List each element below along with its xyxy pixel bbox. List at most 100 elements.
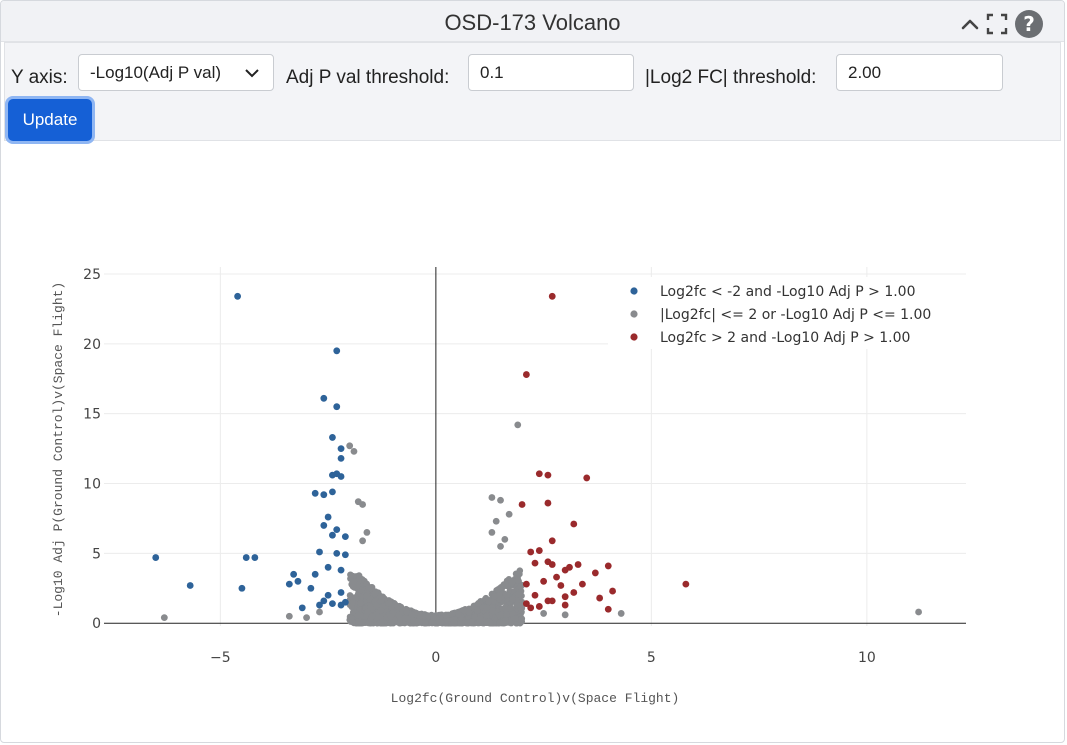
scatter-point-down [152,554,160,561]
scatter-point-down [290,570,298,578]
scatter-point-down [337,589,345,596]
legend-marker[interactable] [630,287,638,295]
scatter-point-nonsignificant [498,611,506,618]
header-icons: ? [960,9,1044,39]
scatter-point-nonsignificant [359,501,366,508]
scatter-point-nonsignificant [488,494,496,501]
legend-entry-label[interactable]: Log2fc < -2 and -Log10 Adj P > 1.00 [660,284,916,300]
scatter-point-up [531,591,539,599]
fullscreen-icon[interactable] [986,13,1008,35]
scatter-point-nonsignificant [497,496,504,504]
y-axis-select-value: -Log10(Adj P val) [90,63,222,82]
scatter-point-nonsignificant [491,592,498,600]
x-tick-label: 0 [431,650,440,666]
legend-marker[interactable] [630,310,638,318]
scatter-point-nonsignificant [377,607,384,614]
scatter-point-up [522,600,530,608]
scatter-point-down [333,526,341,534]
scatter-point-up [535,470,543,478]
scatter-point-up [583,474,591,482]
scatter-point-down [329,531,336,539]
collapse-chevron-icon[interactable] [960,14,980,34]
help-icon[interactable]: ? [1014,9,1044,39]
scatter-point-nonsignificant [915,608,922,616]
scatter-point-up [561,566,569,574]
scatter-point-nonsignificant [378,618,386,626]
scatter-point-nonsignificant [387,613,395,620]
scatter-point-nonsignificant [513,601,521,609]
scatter-point-down [320,597,328,605]
scatter-point-nonsignificant [509,595,516,603]
scatter-point-nonsignificant [483,604,491,612]
legend-entry-label[interactable]: Log2fc > 2 and -Log10 Adj P > 1.00 [660,330,910,346]
scatter-point-down [333,403,341,411]
scatter-point-down [341,598,349,606]
scatter-point-up [609,587,616,595]
legend-entry-label[interactable]: |Log2fc| <= 2 or -Log10 Adj P <= 1.00 [660,307,931,323]
scatter-point-nonsignificant [396,619,403,627]
update-button[interactable]: Update [8,99,92,141]
scatter-point-nonsignificant [316,608,323,616]
scatter-point-nonsignificant [492,517,500,525]
scatter-point-nonsignificant [501,535,509,543]
scatter-point-up [535,603,543,610]
scatter-point-nonsignificant [502,580,510,588]
scatter-point-down [337,566,345,574]
scatter-point-nonsignificant [430,614,438,621]
scatter-point-nonsignificant [303,614,310,622]
scatter-point-up [561,601,569,609]
scatter-point-nonsignificant [449,610,456,617]
scatter-point-nonsignificant [515,570,522,577]
scatter-point-nonsignificant [354,612,362,619]
scatter-point-nonsignificant [487,619,495,627]
scatter-point-nonsignificant [368,613,376,620]
scatter-point-nonsignificant [515,590,522,598]
scatter-point-down [242,554,250,561]
scatter-point-nonsignificant [505,510,513,518]
scatter-point-up [561,593,569,601]
panel-header: OSD-173 Volcano ? [1,1,1064,42]
scatter-point-nonsignificant [285,612,293,620]
y-axis-select[interactable]: -Log10(Adj P val) [78,54,274,91]
scatter-point-down [324,591,332,599]
scatter-point-nonsignificant [364,608,371,616]
x-tick-label: 10 [858,650,876,666]
svg-text:?: ? [1023,12,1035,36]
scatter-point-nonsignificant [401,614,409,622]
scatter-point-down [238,584,246,592]
y-axis-label: Y axis: [11,67,68,88]
log2fc-threshold-input[interactable] [836,54,1003,91]
scatter-point-up [682,580,690,588]
adj-p-threshold-input[interactable] [468,54,634,91]
scatter-point-down [333,347,341,355]
scatter-point-nonsignificant [514,577,522,584]
scatter-point-down [316,601,323,609]
scatter-point-down [320,491,328,499]
scatter-point-down [320,522,328,529]
scatter-point-nonsignificant [378,596,385,604]
scatter-point-up [535,547,543,554]
scatter-point-nonsignificant [355,618,363,625]
scatter-point-nonsignificant [476,615,484,623]
scatter-point-nonsignificant [502,605,509,613]
legend-box [608,277,966,349]
scatter-point-down [311,489,319,497]
scatter-point-nonsignificant [352,594,359,601]
scatter-point-nonsignificant [517,583,524,591]
scatter-point-up [557,582,565,589]
scatter-point-up [522,580,530,588]
scatter-point-nonsignificant [350,578,358,585]
scatter-point-down [234,292,242,300]
legend-marker[interactable] [630,333,638,341]
scatter-point-down [294,577,302,585]
chevron-down-icon [245,69,259,78]
scatter-point-down [298,604,306,612]
scatter-point-nonsignificant [463,619,471,626]
scatter-point-up [540,577,548,585]
scatter-point-down [251,554,259,561]
scatter-point-nonsignificant [508,579,516,586]
scatter-point-up [570,520,578,528]
scatter-point-nonsignificant [363,592,371,599]
scatter-point-up [574,561,582,568]
